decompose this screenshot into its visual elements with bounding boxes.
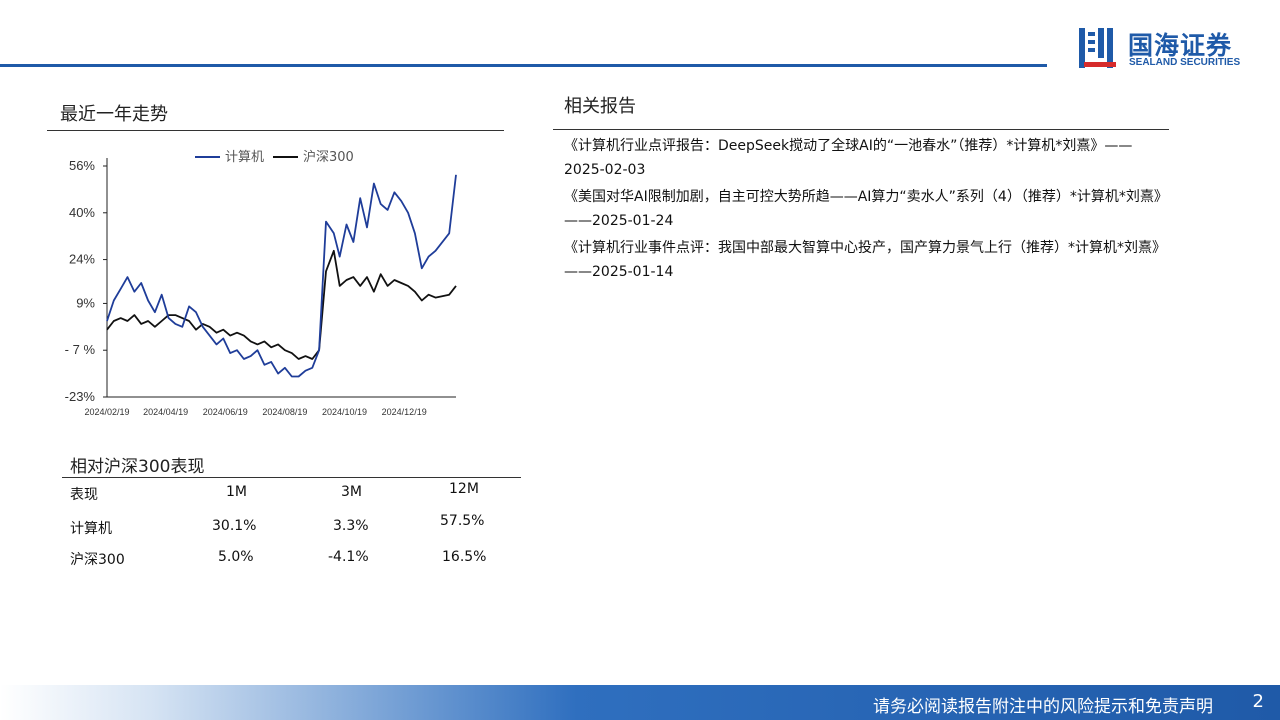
x-tick-label: 2024/04/19 [143,407,188,417]
perf-header-row: 表现 1M 3M 12M [62,481,521,508]
trend-chart: 56% 40% 24% 9% - 7 % -23% 2024/02/19 2024/04/19… [65,149,457,417]
report-link[interactable]: 《美国对华AI限制加剧，自主可控大势所趋——AI算力“卖水人”系列（4）（推荐）… [564,189,1161,229]
perf-cell: 5.0% [218,549,254,565]
page-number: 2 [1252,691,1264,712]
y-tick-label: -23% [65,389,96,404]
perf-cell: 3.3% [333,518,369,534]
perf-header-cell: 3M [341,484,362,500]
legend-label: 计算机 [225,150,264,165]
y-tick-label: - 7 % [65,342,96,357]
x-tick-label: 2024/10/19 [322,407,367,417]
perf-cell: 16.5% [442,549,487,565]
perf-header-cell: 12M [449,481,479,497]
perf-cell: 沪深300 [70,552,125,568]
table-row: 沪深300 5.0% -4.1% 16.5% [62,549,521,573]
trend-title-rule [47,130,504,131]
perf-cell: 57.5% [440,513,485,529]
header-rule [0,64,1047,67]
perf-header-cell: 1M [226,484,247,500]
perf-cell: 30.1% [212,518,257,534]
perf-cell: -4.1% [328,549,369,565]
table-row: 计算机 30.1% 3.3% 57.5% [62,513,521,542]
series-line-computer [106,174,457,378]
y-tick-label: 24% [69,252,95,267]
perf-table-title: 相对沪深300表现 [70,457,205,477]
series-line-hs300 [106,249,457,360]
y-tick-label: 40% [69,205,95,220]
report-link[interactable]: 《计算机行业点评报告：DeepSeek搅动了全球AI的“一池春水”（推荐）*计算… [564,138,1133,178]
perf-table-rule [62,477,521,478]
legend-label: 沪深300 [303,149,354,165]
reports-list: 《计算机行业点评报告：DeepSeek搅动了全球AI的“一池春水”（推荐）*计算… [564,134,1164,287]
x-tick-label: 2024/02/19 [84,407,129,417]
footer-bar: 请务必阅读报告附注中的风险提示和免责声明 2 [0,685,1280,720]
trend-title: 最近一年走势 [60,104,168,125]
footer-disclaimer: 请务必阅读报告附注中的风险提示和免责声明 [873,697,1213,717]
company-logo: 国海证券 SEALAND SECURITIES [1076,26,1256,72]
perf-cell: 计算机 [70,521,112,537]
y-tick-label: 56% [69,158,95,173]
reports-title-rule [553,129,1169,130]
report-link[interactable]: 《计算机行业事件点评：我国中部最大智算中心投产，国产算力景气上行（推荐）*计算机… [564,240,1159,280]
perf-header-cell: 表现 [70,487,98,503]
logo-english-text: SEALAND SECURITIES [1129,57,1241,68]
x-tick-label: 2024/06/19 [203,407,248,417]
logo-chinese-text: 国海证券 [1128,31,1233,60]
sealand-logo-icon [1079,28,1116,68]
x-tick-label: 2024/08/19 [262,407,307,417]
reports-title: 相关报告 [564,96,636,117]
x-tick-label: 2024/12/19 [382,407,427,417]
y-tick-label: 9% [76,295,95,310]
